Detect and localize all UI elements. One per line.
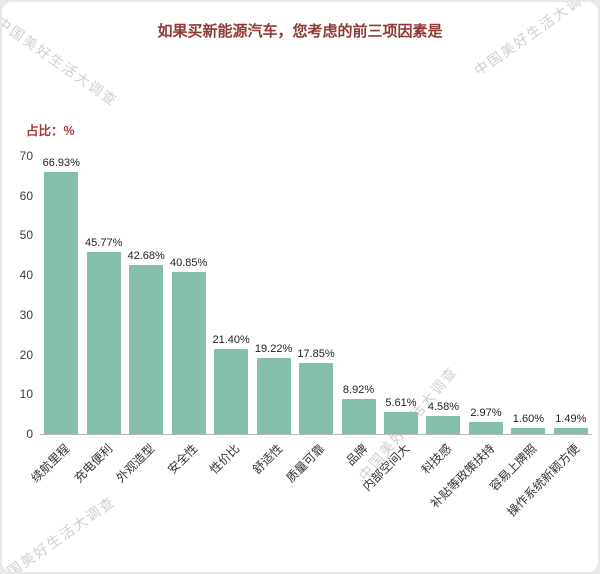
bar-category-label: 质量可靠 (283, 441, 328, 486)
bar-category-label: 品牌 (342, 441, 370, 469)
bar-group: 8.92% 品牌 (337, 157, 379, 468)
y-axis-label: 占比：% (26, 124, 75, 138)
bar (256, 357, 291, 434)
bar (44, 172, 79, 434)
bar-group: 17.85% 质量可靠 (284, 157, 337, 485)
bar (171, 271, 206, 434)
bar-value-label: 17.85% (297, 348, 335, 361)
bar (511, 427, 546, 434)
bar (426, 415, 461, 434)
bar-category-label: 安全性 (164, 441, 200, 477)
bar-category-label: 充电便利 (71, 441, 116, 486)
bar-value-label: 5.61% (385, 396, 417, 409)
bar-category-label: 性价比 (207, 441, 243, 477)
bar (341, 398, 376, 434)
y-tick-label: 50 (19, 228, 33, 243)
bar-group: 21.40% 性价比 (207, 157, 252, 477)
bar-group: 1.49% 操作系统新颖方便 (504, 157, 592, 519)
bar-category-label: 科技感 (419, 441, 455, 477)
bar-value-label: 42.68% (127, 249, 165, 262)
bar (383, 411, 418, 434)
y-tick-label: 30 (19, 307, 33, 322)
bar-value-label: 21.40% (212, 334, 250, 347)
bar (129, 264, 164, 434)
y-tick-label: 60 (19, 188, 33, 203)
bar-group: 2.97% 补贴等政策扶持 (428, 157, 507, 511)
bar (214, 349, 249, 434)
bar-group: 1.60% 容易上牌照 (487, 157, 549, 494)
bar-group: 66.93% 续航里程 (29, 157, 82, 485)
bar-group: 5.61% 内部空间大 (360, 157, 422, 494)
y-tick-label: 10 (19, 387, 33, 402)
bar-group: 45.77% 充电便利 (71, 157, 124, 485)
bar-group: 42.68% 外观造型 (114, 157, 167, 486)
bar-value-label: 19.22% (254, 342, 293, 355)
plot-area: 0 10 20 30 40 50 60 70 66.93% 续航里程 45.77% 充电便利 42.6… (20, 149, 592, 519)
bar-value-label: 2.97% (470, 407, 502, 420)
bar-category-label: 舒适性 (249, 441, 285, 477)
bar (468, 422, 503, 434)
watermark: 中国美好生活大调查 (2, 493, 119, 572)
bar-category-label: 续航里程 (28, 441, 73, 486)
bar-value-label: 45.77% (85, 237, 123, 250)
bar (299, 363, 334, 434)
bar-group: 19.22% 舒适性 (250, 157, 294, 477)
chart-title: 如果买新能源汽车，您考虑的前三项因素是 (157, 23, 443, 40)
y-tick-label: 0 (26, 427, 33, 441)
y-tick-label: 40 (19, 268, 33, 283)
y-axis: 0 10 20 30 40 50 60 70 (20, 149, 592, 441)
bar-category-label: 外观造型 (113, 441, 158, 486)
y-tick-label: 70 (19, 149, 33, 163)
bar-value-label: 1.49% (555, 413, 587, 426)
bar-value-label: 8.92% (342, 383, 375, 396)
bar-value-label: 4.58% (427, 400, 460, 413)
bar-value-label: 1.60% (512, 412, 544, 425)
bar (553, 428, 588, 434)
bar-value-label: 66.93% (42, 157, 80, 169)
bar-series: 66.93% 续航里程 45.77% 充电便利 42.68% 外观造型 40.85% 安全性 2… (29, 157, 592, 519)
watermark: 中国美好生活大调查 (471, 2, 598, 79)
bar (86, 252, 121, 434)
bar-value-label: 40.85% (169, 256, 208, 269)
y-tick-label: 20 (19, 347, 33, 362)
bar-group: 4.58% 科技感 (419, 157, 464, 477)
bar-group: 40.85% 安全性 (165, 157, 209, 477)
